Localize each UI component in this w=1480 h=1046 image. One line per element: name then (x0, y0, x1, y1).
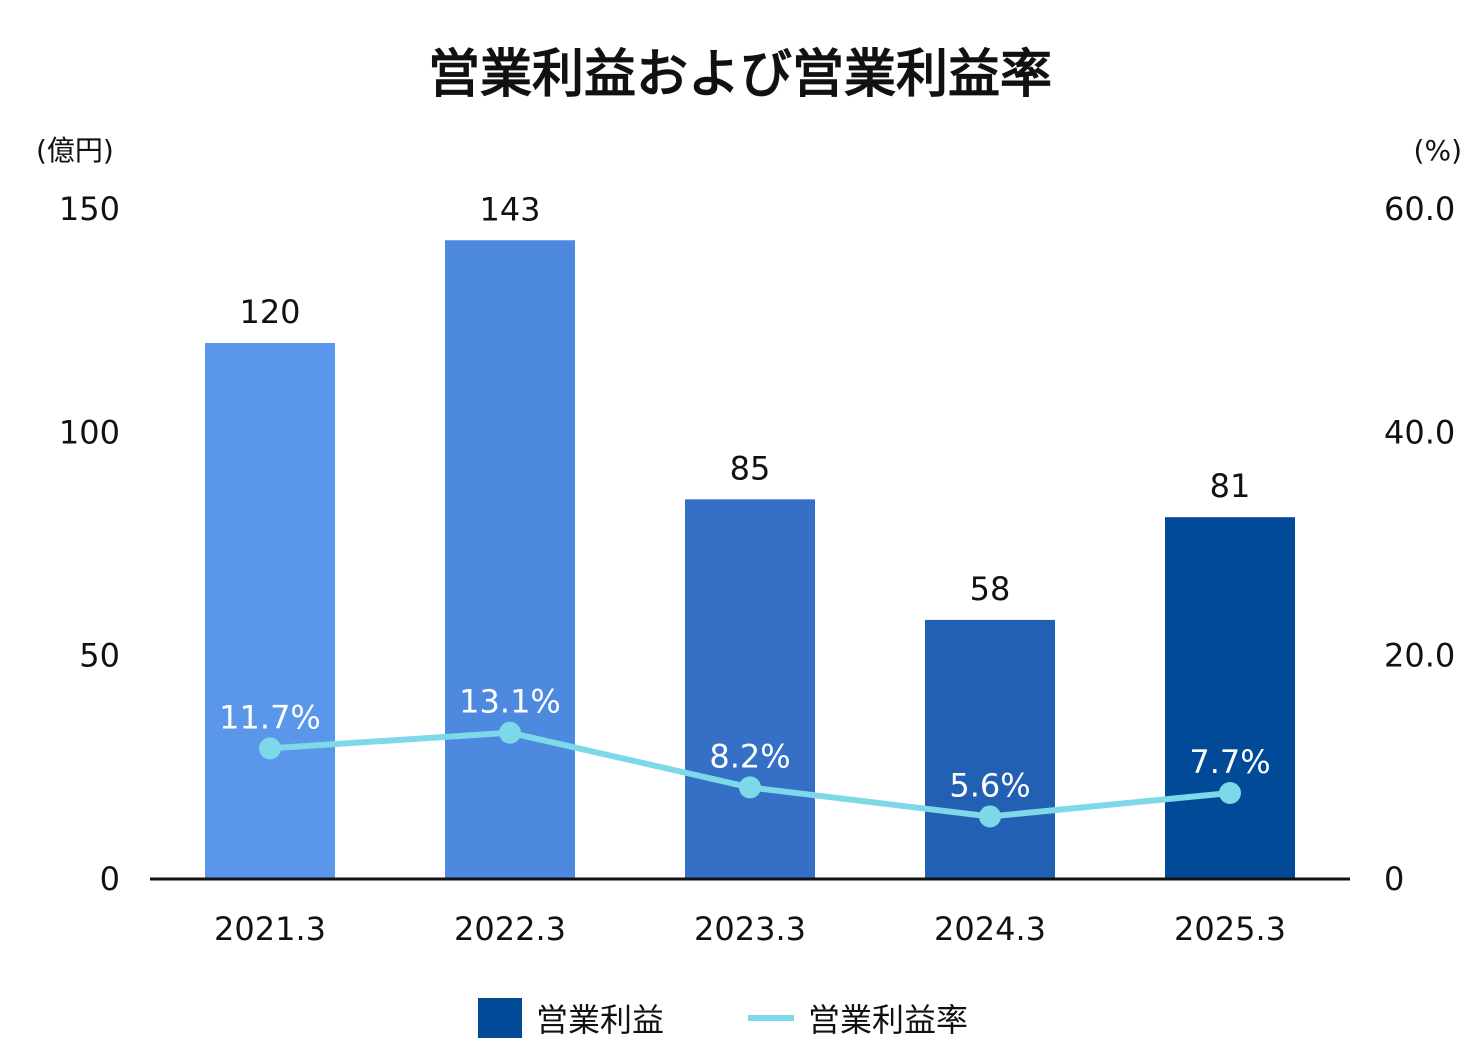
rate-value-label: 8.2% (709, 737, 790, 775)
legend: 営業利益 営業利益率 (478, 998, 968, 1039)
right-axis-tick-label: 60.0 (1384, 190, 1455, 228)
right-axis-tick-label: 20.0 (1384, 637, 1455, 675)
right-axis-tick-label: 0 (1384, 860, 1404, 898)
bar-value-label: 120 (239, 293, 300, 331)
rate-value-label: 13.1% (459, 683, 561, 721)
left-axis-tick-label: 150 (59, 190, 120, 228)
rate-point-2022.3 (499, 721, 521, 744)
bar-2025.3 (1165, 517, 1295, 879)
category-label: 2022.3 (454, 910, 566, 948)
rate-point-2023.3 (739, 776, 761, 799)
bar-2024.3 (925, 619, 1055, 879)
category-label: 2024.3 (934, 910, 1046, 948)
left-axis-tick-label: 100 (59, 413, 120, 451)
right-axis-unit: (%) (1414, 134, 1462, 167)
bars-layer (205, 240, 1295, 879)
rate-point-2025.3 (1219, 782, 1241, 805)
chart-title: 営業利益および営業利益率 (428, 45, 1052, 105)
legend-label-operating-profit: 営業利益 (536, 1001, 664, 1039)
category-label: 2023.3 (694, 910, 806, 948)
category-label: 2021.3 (214, 910, 326, 948)
left-axis-tick-label: 0 (100, 860, 120, 898)
category-label: 2025.3 (1174, 910, 1286, 948)
bar-value-label: 85 (730, 449, 771, 487)
labels-layer: 120 143 85 58 81 11.7% 13.1% 8.2% 5.6% 7.7% (219, 190, 1270, 804)
axes-layer: 0 50 100 150 0 20.0 40.0 60.0 2021.3 2022.3 2023.3… (59, 190, 1455, 948)
rate-point-2024.3 (979, 805, 1001, 828)
right-axis-tick-label: 40.0 (1384, 413, 1455, 451)
bar-2023.3 (685, 499, 815, 879)
bar-2021.3 (205, 343, 335, 879)
bar-value-label: 143 (479, 190, 540, 228)
left-axis-unit: (億円) (36, 134, 114, 167)
left-axis-tick-label: 50 (79, 637, 120, 675)
rate-value-label: 5.6% (949, 766, 1030, 804)
bar-value-label: 58 (970, 570, 1011, 608)
bar-value-label: 81 (1210, 467, 1251, 505)
rate-line-layer (259, 721, 1241, 828)
bar-2022.3 (445, 240, 575, 879)
rate-point-2021.3 (259, 737, 281, 760)
rate-value-label: 7.7% (1189, 743, 1270, 781)
legend-bar-swatch (478, 998, 522, 1038)
rate-value-label: 11.7% (219, 698, 321, 736)
legend-label-operating-margin: 営業利益率 (808, 1001, 968, 1039)
